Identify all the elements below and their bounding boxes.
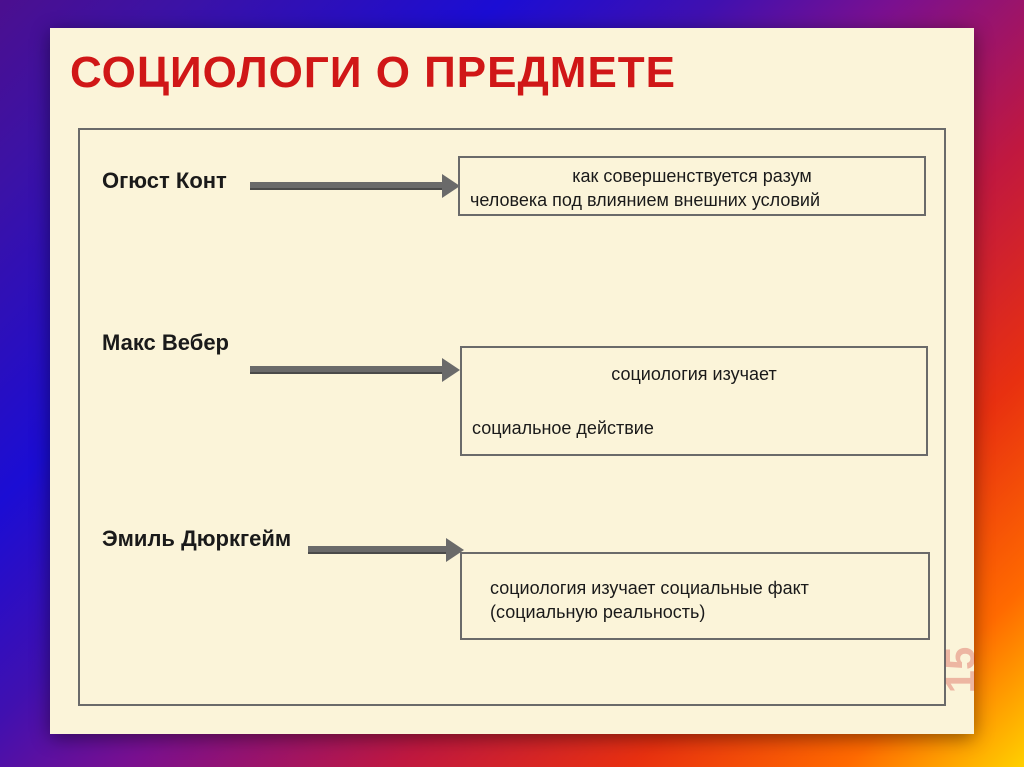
box-line: как совершенствуется разум bbox=[470, 164, 914, 188]
definition-box-weber: социология изучает социальное действие bbox=[460, 346, 928, 456]
page-number: 15 bbox=[937, 647, 985, 694]
box-line: социология изучает социальные факт bbox=[490, 576, 918, 600]
author-comte: Огюст Конт bbox=[102, 168, 227, 194]
box-line: социальное действие bbox=[472, 416, 916, 440]
author-durkheim: Эмиль Дюркгейм bbox=[102, 526, 291, 552]
slide-title: СОЦИОЛОГИ О ПРЕДМЕТЕ bbox=[70, 48, 676, 98]
author-weber: Макс Вебер bbox=[102, 330, 229, 356]
slide-panel: СОЦИОЛОГИ О ПРЕДМЕТЕ Огюст Конт как сове… bbox=[50, 28, 974, 734]
definition-box-durkheim: социология изучает социальные факт (соци… bbox=[460, 552, 930, 640]
definition-box-comte: как совершенствуется разум человека под … bbox=[458, 156, 926, 216]
arrow-icon bbox=[250, 364, 460, 376]
box-line: (социальную реальность) bbox=[490, 600, 918, 624]
box-line: социология изучает bbox=[472, 362, 916, 386]
diagram-content: Огюст Конт как совершенствуется разум че… bbox=[78, 128, 946, 706]
arrow-icon bbox=[308, 544, 464, 556]
box-line: человека под влиянием внешних условий bbox=[470, 188, 914, 212]
arrow-icon bbox=[250, 180, 460, 192]
